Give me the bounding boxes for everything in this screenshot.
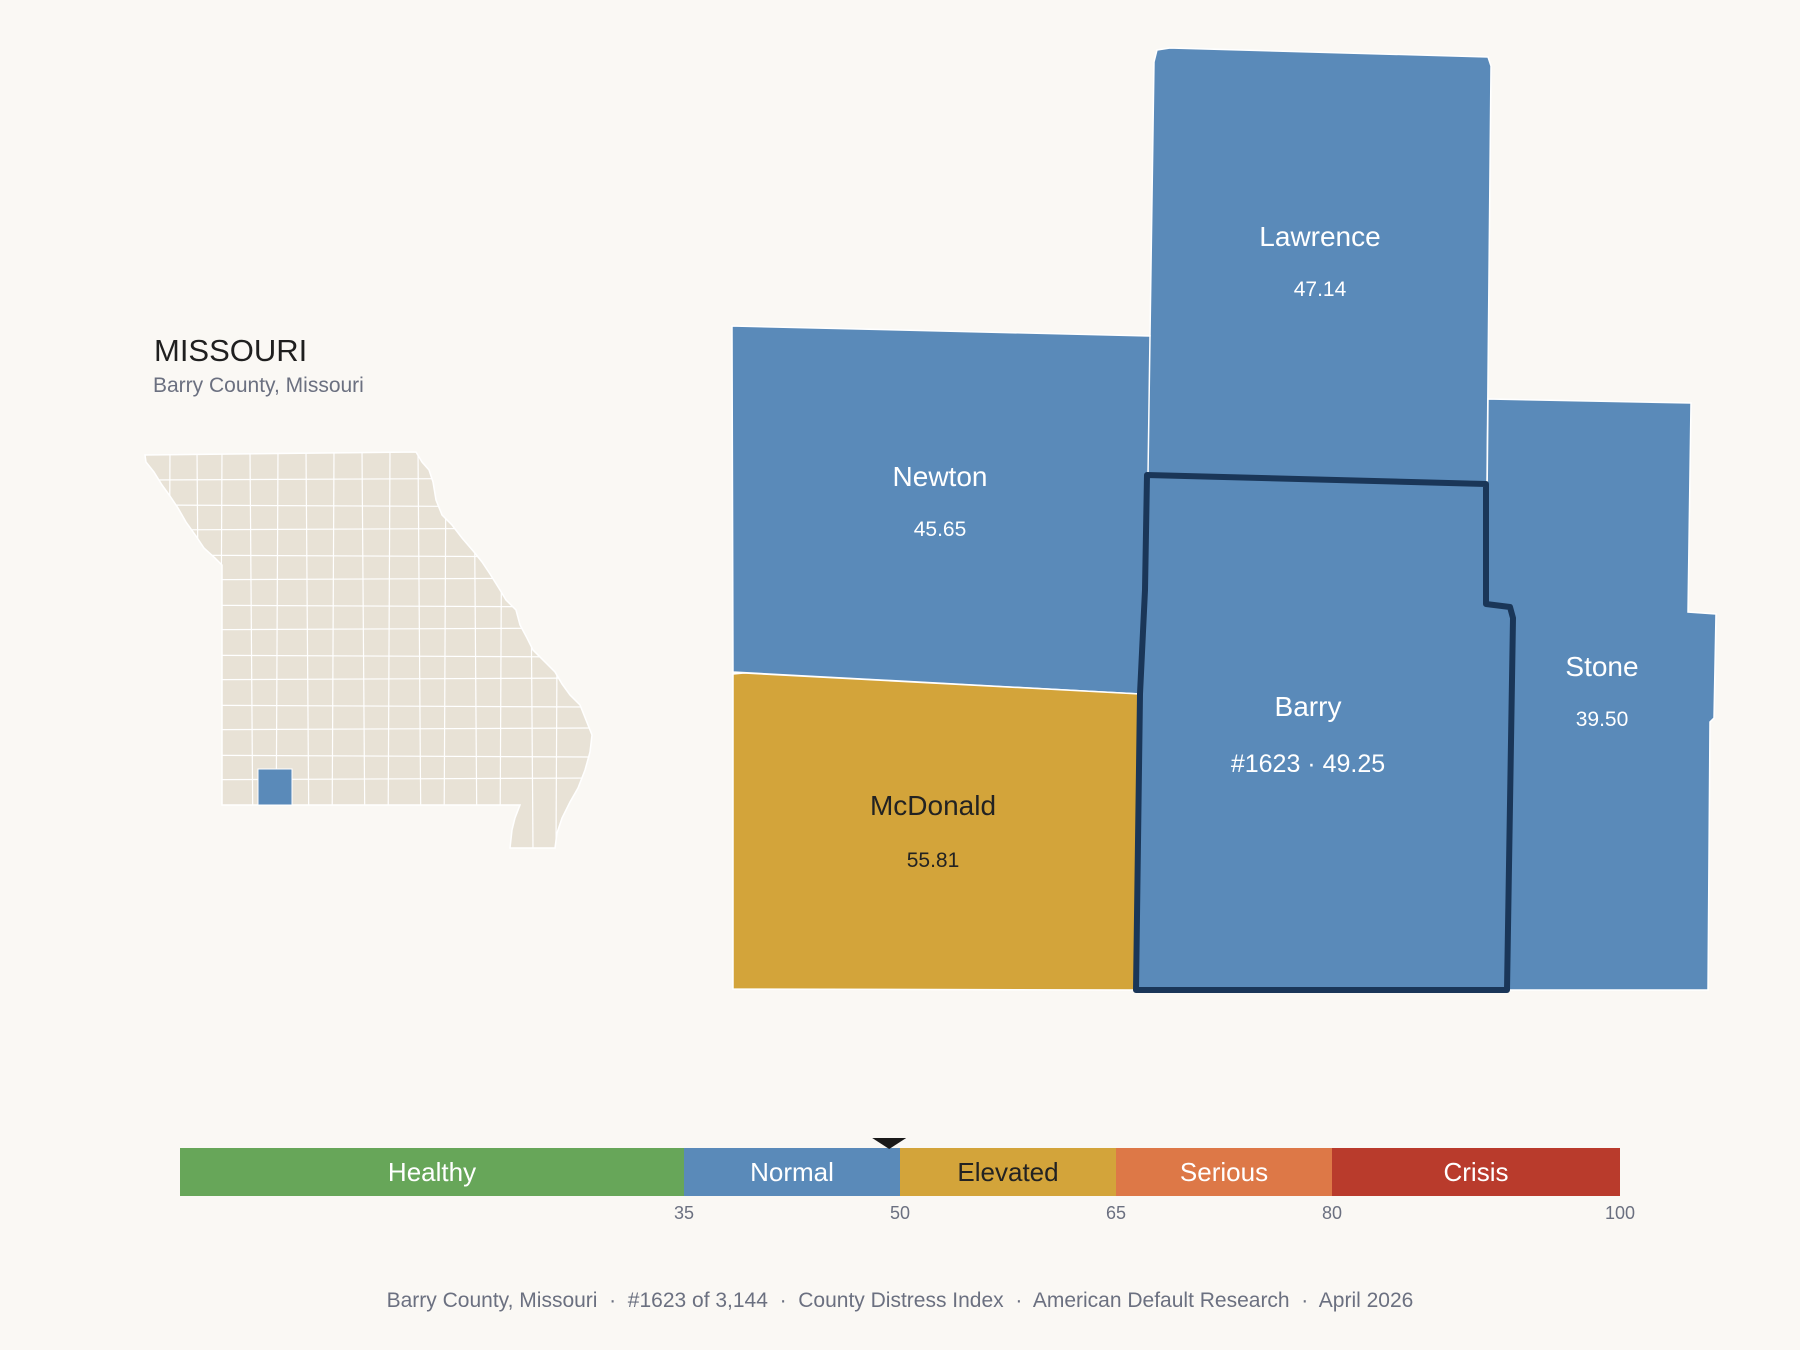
- scale-band-label-normal: Normal: [750, 1157, 834, 1187]
- county-lawrence: [1146, 47, 1492, 483]
- scale-marker-icon: [872, 1138, 907, 1149]
- county-value-newton: 45.65: [914, 518, 967, 541]
- scale-tick-35: 35: [674, 1203, 694, 1223]
- scale-band-crisis: [1332, 1148, 1620, 1196]
- scale-band-label-elevated: Elevated: [957, 1157, 1058, 1187]
- county-label-stone: Stone: [1565, 651, 1638, 682]
- scale-band-normal: [684, 1148, 900, 1196]
- county-value-lawrence: 47.14: [1294, 278, 1347, 301]
- scale-band-serious: [1116, 1148, 1332, 1196]
- barry-locator-highlight: [257, 768, 293, 806]
- county-stone: [1485, 398, 1717, 991]
- state-subtitle: Barry County, Missouri: [153, 374, 364, 397]
- county-label-mcdonald: McDonald: [870, 790, 996, 821]
- scale-band-healthy: [180, 1148, 684, 1196]
- scale-band-elevated: [900, 1148, 1116, 1196]
- missouri-state-shape: [144, 451, 593, 849]
- county-value-barry: #1623 · 49.25: [1231, 750, 1385, 778]
- scale-band-label-crisis: Crisis: [1444, 1157, 1509, 1187]
- scale-tick-80: 80: [1322, 1203, 1342, 1223]
- scale-band-label-serious: Serious: [1180, 1157, 1268, 1187]
- county-detail-map: Lawrence 47.14 Newton 45.65 Stone 39.50 …: [731, 47, 1717, 993]
- scale-tick-50: 50: [890, 1203, 910, 1223]
- county-label-lawrence: Lawrence: [1259, 221, 1380, 252]
- footer-caption: Barry County, Missouri · #1623 of 3,144 …: [387, 1289, 1414, 1312]
- missouri-locator-map: [144, 451, 593, 849]
- county-value-mcdonald: 55.81: [907, 849, 960, 872]
- county-label-newton: Newton: [893, 461, 988, 492]
- scale-band-label-healthy: Healthy: [388, 1157, 476, 1187]
- county-value-stone: 39.50: [1576, 708, 1629, 731]
- state-title: MISSOURI: [154, 333, 307, 368]
- distress-scale: Healthy Normal Elevated Serious Crisis 35 50 65…: [180, 1138, 1635, 1223]
- county-barry: [1133, 472, 1516, 993]
- scale-tick-65: 65: [1106, 1203, 1126, 1223]
- scale-tick-100: 100: [1605, 1203, 1635, 1223]
- county-label-barry: Barry: [1275, 691, 1342, 722]
- county-mcdonald: [732, 672, 1141, 991]
- county-newton: [731, 325, 1151, 695]
